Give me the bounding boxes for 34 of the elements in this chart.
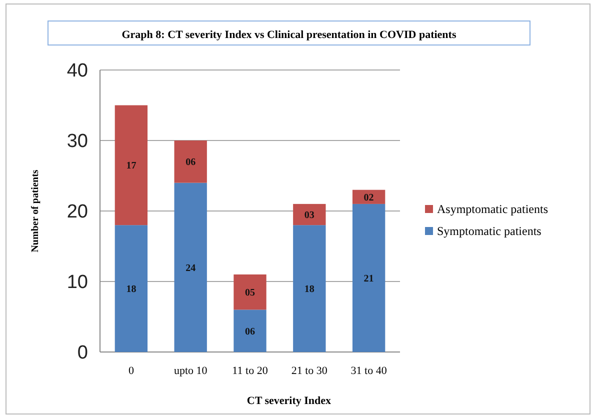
bar xyxy=(174,140,207,183)
x-tick-label: 21 to 30 xyxy=(291,365,328,377)
data-label: 24 xyxy=(186,262,196,274)
data-label: 18 xyxy=(304,284,314,296)
data-label: 06 xyxy=(245,326,255,338)
y-axis-title: Number of patients xyxy=(30,170,41,252)
x-tick-label: 11 to 20 xyxy=(232,365,268,377)
y-tick-label: 10 xyxy=(66,272,88,294)
legend-label: Asymptomatic patients xyxy=(437,202,548,216)
x-tick-label: 31 to 40 xyxy=(350,365,388,377)
bar xyxy=(114,105,148,226)
data-label: 06 xyxy=(186,157,196,168)
data-label: 02 xyxy=(364,192,374,204)
bar xyxy=(234,310,266,352)
bar xyxy=(174,182,207,352)
bar xyxy=(293,204,326,226)
y-tick-label: 40 xyxy=(66,60,88,82)
data-label: 17 xyxy=(126,160,136,172)
x-axis-title: CT severity Index xyxy=(246,395,332,407)
y-tick-label: 20 xyxy=(66,202,88,223)
legend-label: Symptomatic patients xyxy=(437,224,542,238)
data-label: 18 xyxy=(126,284,136,296)
x-tick-label: 0 xyxy=(128,365,134,377)
bar xyxy=(114,225,148,352)
data-label: 21 xyxy=(364,273,374,284)
bar xyxy=(352,204,386,352)
y-tick-label: 0 xyxy=(77,342,88,364)
data-label: 03 xyxy=(304,210,314,222)
bar xyxy=(293,225,326,352)
data-label: 05 xyxy=(245,288,255,299)
y-tick-label: 30 xyxy=(66,131,88,152)
x-tick-label: upto 10 xyxy=(174,365,208,377)
chart-title: Graph 8: CT severity Index vs Clinical presentation in COVID patients xyxy=(122,29,457,41)
bar xyxy=(234,274,266,310)
